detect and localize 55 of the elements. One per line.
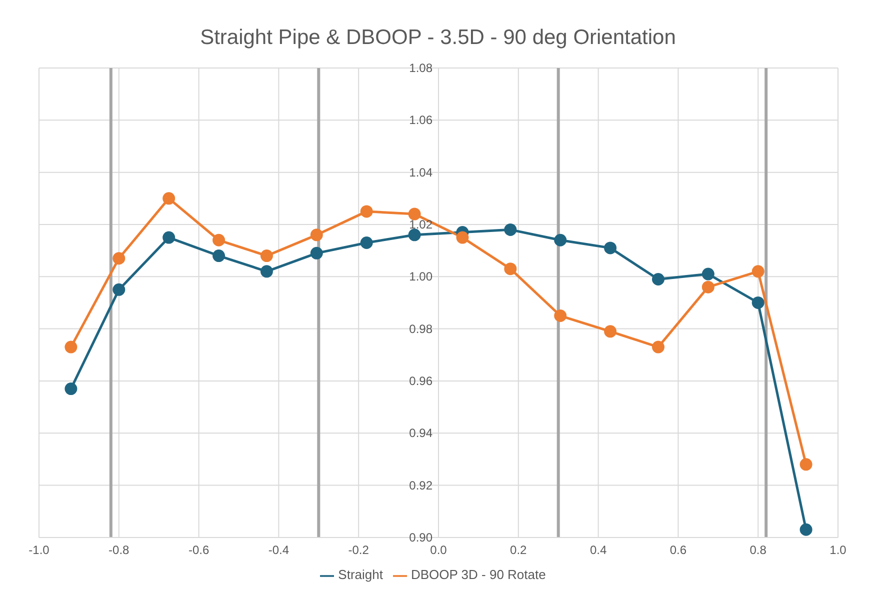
x-tick-label: -0.4: [268, 542, 290, 557]
point: [604, 325, 617, 338]
point: [554, 310, 567, 322]
point: [702, 280, 714, 294]
point: [310, 228, 323, 242]
x-tick-label: 0.8: [750, 542, 767, 557]
point: [64, 382, 78, 396]
y-tick-label: 1.02: [409, 217, 433, 232]
point: [112, 283, 126, 296]
point: [408, 228, 421, 242]
y-tick-label: 1.04: [409, 165, 433, 180]
x-tick-label: 1.0: [830, 542, 847, 557]
point: [408, 208, 421, 220]
y-tick-label: 1.08: [409, 61, 433, 75]
point: [604, 242, 617, 254]
point: [162, 231, 176, 244]
point: [800, 523, 812, 536]
x-tick-label: -1.0: [28, 542, 50, 557]
point: [64, 340, 78, 354]
point: [212, 250, 226, 262]
point: [360, 236, 373, 249]
point: [752, 296, 764, 309]
y-tick-label: 1.06: [409, 113, 433, 128]
y-tick-label: 0.98: [409, 322, 433, 336]
x-tick-label: -0.8: [108, 542, 130, 557]
x-tick-label: 0.6: [670, 542, 687, 557]
y-tick-label: 1.00: [409, 270, 433, 284]
point: [504, 262, 517, 276]
x-tick-label: -0.6: [188, 542, 210, 557]
point: [752, 265, 764, 278]
point: [456, 231, 469, 244]
x-tick-label: -0.2: [348, 542, 370, 557]
legend-label: DBOOP 3D - 90 Rotate: [410, 567, 546, 582]
x-tick-label: 0.0: [430, 542, 448, 557]
point: [360, 205, 373, 218]
point: [260, 265, 273, 278]
point: [702, 268, 714, 280]
y-tick-label: 0.96: [409, 374, 433, 388]
y-tick-label: 0.90: [409, 530, 433, 544]
x-tick-label: 0.4: [590, 542, 607, 557]
legend-label: Straight: [338, 567, 383, 582]
point: [554, 234, 567, 246]
y-tick-label: 0.94: [409, 426, 433, 440]
point: [212, 234, 226, 246]
chart-title: Straight Pipe & DBOOP - 3.5D - 90 deg Orientation: [199, 26, 677, 50]
point: [504, 223, 517, 236]
point: [310, 246, 323, 260]
point: [652, 340, 664, 354]
point: [162, 192, 176, 205]
y-tick-label: 0.92: [409, 478, 433, 492]
x-tick-label: 0.2: [510, 542, 528, 557]
point: [800, 458, 812, 471]
point: [652, 272, 664, 286]
point: [260, 250, 273, 262]
point: [112, 252, 126, 265]
